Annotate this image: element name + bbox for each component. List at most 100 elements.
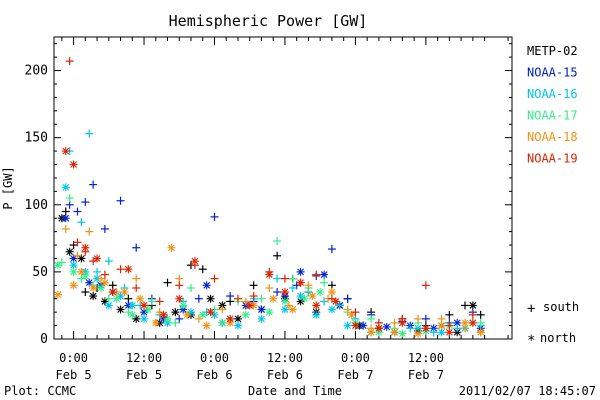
point-north	[69, 261, 78, 270]
legend-entry: METP-02	[527, 44, 578, 58]
point-north	[296, 267, 305, 276]
point-north	[351, 321, 360, 330]
point-south	[73, 207, 82, 216]
point-south	[100, 270, 109, 279]
point-north	[269, 294, 278, 303]
legend-entry: NOAA-18	[527, 130, 578, 144]
point-north	[190, 257, 199, 266]
point-south	[312, 270, 321, 279]
point-north	[53, 290, 62, 299]
point-north	[100, 278, 109, 287]
legend: METP-02 NOAA-15 NOAA-16 NOAA-17 NOAA-18 NOAA-…	[527, 44, 578, 166]
point-north	[198, 310, 207, 319]
south-symbol: +	[527, 301, 535, 317]
point-south	[265, 283, 274, 292]
point-north	[233, 314, 242, 323]
point-north	[468, 301, 477, 310]
x-tick-time: 0:00	[341, 351, 370, 365]
point-north	[61, 183, 70, 192]
point-south	[453, 324, 462, 333]
point-south	[461, 301, 470, 310]
point-north	[226, 314, 235, 323]
point-south	[343, 294, 352, 303]
point-north	[367, 328, 376, 337]
legend-entry: NOAA-15	[527, 66, 578, 80]
point-north	[202, 321, 211, 330]
x-tick-time: 0:00	[59, 351, 88, 365]
point-north	[206, 294, 215, 303]
point-north	[108, 288, 117, 297]
point-south	[194, 314, 203, 323]
point-south	[445, 321, 454, 330]
point-south	[163, 278, 172, 287]
point-north	[136, 294, 145, 303]
point-south	[85, 129, 94, 138]
point-north	[316, 288, 325, 297]
point-south	[288, 274, 297, 283]
point-north	[265, 308, 274, 317]
point-south	[421, 281, 430, 290]
point-north	[210, 310, 219, 319]
point-south	[241, 297, 250, 306]
x-axis: 0:00 Feb 5 12:00 Feb 5 0:00 Feb 6 12:00 Feb 6 0:…	[56, 37, 509, 382]
point-north	[175, 294, 184, 303]
point-south	[81, 288, 90, 297]
point-north	[61, 214, 70, 223]
y-tick-label: 150	[25, 131, 48, 146]
south-label: south	[543, 300, 579, 314]
point-south	[124, 294, 133, 303]
point-north	[320, 270, 329, 279]
point-south	[476, 318, 485, 327]
point-south	[61, 224, 70, 233]
point-south	[61, 207, 70, 216]
point-south	[96, 274, 105, 283]
point-north	[89, 283, 98, 292]
point-south	[233, 294, 242, 303]
chart-title: Hemispheric Power [GW]	[169, 12, 368, 30]
point-south	[104, 257, 113, 266]
point-north	[116, 305, 125, 314]
point-north	[89, 292, 98, 301]
point-north	[257, 314, 266, 323]
point-north	[308, 292, 317, 301]
point-north	[390, 328, 399, 337]
point-north	[327, 305, 336, 314]
point-north	[445, 328, 454, 337]
point-south	[100, 224, 109, 233]
point-south	[104, 294, 113, 303]
point-north	[280, 305, 289, 314]
point-south	[284, 301, 293, 310]
point-north	[374, 324, 383, 333]
point-north	[96, 283, 105, 292]
point-south	[273, 288, 282, 297]
point-south	[65, 200, 74, 209]
point-north	[112, 294, 121, 303]
point-south	[304, 281, 313, 290]
point-south	[335, 301, 344, 310]
x-axis-label: Date and Time	[248, 384, 342, 398]
point-north	[327, 288, 336, 297]
point-south	[257, 294, 266, 303]
point-north	[257, 305, 266, 314]
point-north	[414, 329, 423, 338]
point-north	[398, 329, 407, 338]
point-north	[347, 310, 356, 319]
point-north	[437, 321, 446, 330]
point-north	[65, 247, 74, 256]
y-tick-label: 50	[32, 265, 48, 280]
point-north	[69, 281, 78, 290]
y-axis-label: P [GW]	[1, 166, 15, 209]
point-south	[343, 305, 352, 314]
point-south	[273, 237, 282, 246]
point-south	[476, 310, 485, 319]
point-north	[218, 318, 227, 327]
point-north	[331, 297, 340, 306]
legend-entry: NOAA-17	[527, 109, 578, 123]
x-tick-date: Feb 7	[337, 368, 373, 382]
point-south	[175, 274, 184, 283]
point-south	[421, 314, 430, 323]
point-south	[320, 278, 329, 287]
point-south	[171, 318, 180, 327]
point-south	[273, 251, 282, 260]
